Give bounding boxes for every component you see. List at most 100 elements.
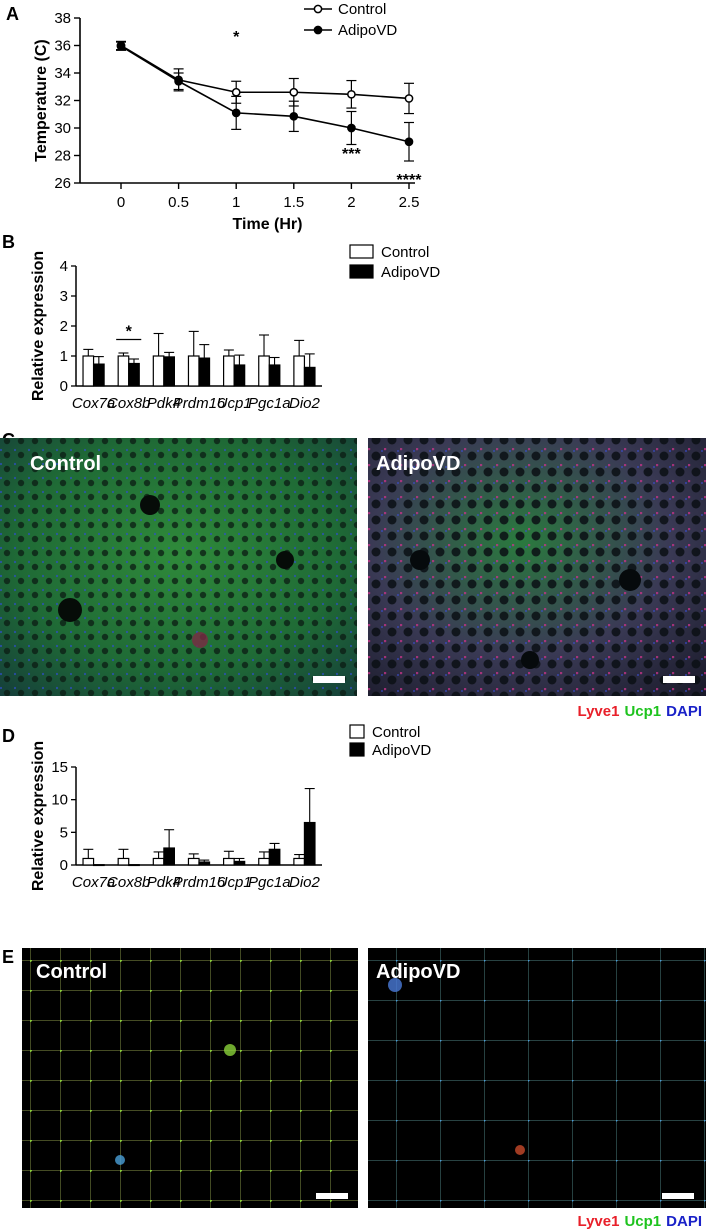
panel-b-bar-adipovd <box>303 366 316 387</box>
panel-d-bar-adipovd <box>198 861 211 866</box>
panel-a-point <box>404 137 414 147</box>
panel-b-category-label: Pgc1a <box>248 395 291 412</box>
panel-b-bar-control <box>293 355 306 387</box>
panel-a-legend-label: Control <box>338 1 386 18</box>
lyve1-label: Lyve1 <box>577 703 619 720</box>
panel-b-bar-adipovd <box>233 364 246 387</box>
panel-b-y-tick-label: 2 <box>60 318 68 335</box>
panel-d-bar-control <box>293 857 306 866</box>
panel-a-legend-label: AdipoVD <box>338 22 397 39</box>
panel-d-bar-control <box>223 857 235 866</box>
panel-letter-e: E <box>2 947 14 967</box>
panel-e-control-image: Control <box>22 948 358 1208</box>
panel-d-y-tick-label: 0 <box>60 857 68 874</box>
panel-a-y-axis-title: Temperature (C) <box>33 39 50 161</box>
panel-b-category-label: Pdk4 <box>147 395 181 412</box>
panel-e-control-scale-bar <box>316 1193 348 1199</box>
panel-c-control-image: Control <box>0 438 357 696</box>
panel-d-y-tick-label: 10 <box>51 792 68 809</box>
panel-a-point <box>347 89 356 99</box>
panel-b-bars <box>82 330 316 387</box>
panel-d-bar-control <box>82 857 95 866</box>
panel-b-category-label: Prdm16 <box>173 395 226 412</box>
panel-d-y-axis-title: Relative expression <box>30 741 47 891</box>
panel-c-adipovd-image: AdipoVD <box>368 438 706 696</box>
panel-d-category-label: Pgc1a <box>248 874 291 891</box>
panel-d-legend-label: AdipoVD <box>372 742 431 759</box>
panel-a-significance-mark: **** <box>397 172 423 189</box>
panel-b-bar-control <box>223 355 235 387</box>
panel-a-point <box>116 41 126 51</box>
panel-a-point <box>231 87 241 97</box>
panel-a-legend: Control AdipoVD <box>304 1 397 39</box>
panel-c-adipovd-scale-bar <box>663 676 695 683</box>
panel-a-y-tick-label: 32 <box>54 93 71 110</box>
panel-b-category-label: Cox8b <box>107 395 150 412</box>
panel-b-y-tick-label: 1 <box>60 348 68 365</box>
panel-a-y-tick-label: 26 <box>54 175 71 192</box>
panel-b-significance: * <box>116 324 142 341</box>
panel-a-y-tick-label: 38 <box>54 10 71 27</box>
panel-a-y-tick-label: 34 <box>54 65 71 82</box>
panel-b-category-label: Cox7a <box>72 395 115 412</box>
panel-d-category-label: Cox8b <box>107 874 150 891</box>
panel-a-significance-mark: * <box>291 111 298 128</box>
panel-c-micrographs: Control AdipoVD Lyve1 Ucp1 DAPI <box>0 438 706 720</box>
panel-b-bar-adipovd <box>128 362 140 387</box>
panel-b-bar-control <box>258 355 270 387</box>
panel-a-y-tick-label: 28 <box>54 148 71 165</box>
panel-b-y-tick-label: 0 <box>60 378 68 395</box>
panel-a-tick-labels: 26 28 30 32 34 36 38 0 0.5 1 1.5 2 2.5 <box>54 10 419 211</box>
panel-e-adipovd-image: AdipoVD <box>368 948 706 1208</box>
panel-b-bar-adipovd <box>198 357 211 387</box>
panel-d-axes <box>71 766 322 866</box>
panel-a-point <box>347 123 356 133</box>
panel-a-significance-mark: * <box>233 29 240 46</box>
panel-a-x-tick-label: 2 <box>347 194 355 211</box>
panel-d-category-label: Prdm16 <box>173 874 226 891</box>
panel-d-bars <box>82 788 316 867</box>
panel-a-point <box>404 94 414 103</box>
panel-b-legend-label: AdipoVD <box>381 264 440 281</box>
panel-b-y-tick-label: 4 <box>60 258 68 275</box>
panel-a-legend-marker <box>313 4 323 14</box>
panel-a-point <box>289 87 299 97</box>
panel-a-series-line-0 <box>120 44 410 100</box>
panel-d-bar-adipovd <box>303 821 316 866</box>
panel-d-legend-label: Control <box>372 724 420 741</box>
panel-letter-d: D <box>2 726 15 746</box>
panel-d-legend-swatch <box>349 742 365 757</box>
panel-a-point <box>174 76 183 86</box>
lyve1-label: Lyve1 <box>577 1213 619 1230</box>
panel-letter-b: B <box>2 232 15 252</box>
panel-b-legend-swatch <box>349 264 374 279</box>
panel-a-significance-mark: *** <box>342 146 361 163</box>
panel-e-stain-legend: Lyve1 Ucp1 DAPI <box>577 1213 702 1230</box>
panel-b-bar-control <box>152 355 165 387</box>
panel-c-control-label: Control <box>30 453 101 475</box>
panel-b-bar-adipovd <box>268 364 281 387</box>
panel-d-y-tick-label: 15 <box>51 759 68 776</box>
panel-d-bar-adipovd <box>128 864 140 867</box>
panel-b-bar-control <box>187 355 200 387</box>
panel-a-x-tick-label: 2.5 <box>399 194 420 211</box>
panel-d-bar-adipovd <box>268 848 281 866</box>
panel-d-y-tick-label: 5 <box>60 824 68 841</box>
panel-d-bar-adipovd <box>92 864 105 867</box>
panel-c-control-scale-bar <box>313 676 345 683</box>
panel-a-axes <box>74 17 415 189</box>
panel-d-category-label: Pdk4 <box>147 874 181 891</box>
panel-a-significance: ********* <box>233 29 422 189</box>
ucp1-label: Ucp1 <box>624 703 661 720</box>
panel-b-bar-adipovd <box>92 363 105 387</box>
panel-b-bar-control <box>117 355 130 387</box>
panel-d-category-label: Cox7a <box>72 874 115 891</box>
panel-b-significance-mark: * <box>126 324 133 341</box>
panel-e-adipovd-scale-bar <box>662 1193 694 1199</box>
panel-d-bar-adipovd <box>233 860 246 866</box>
panel-d-bar-adipovd <box>163 847 176 866</box>
panel-e-adipovd-label: AdipoVD <box>376 961 460 983</box>
